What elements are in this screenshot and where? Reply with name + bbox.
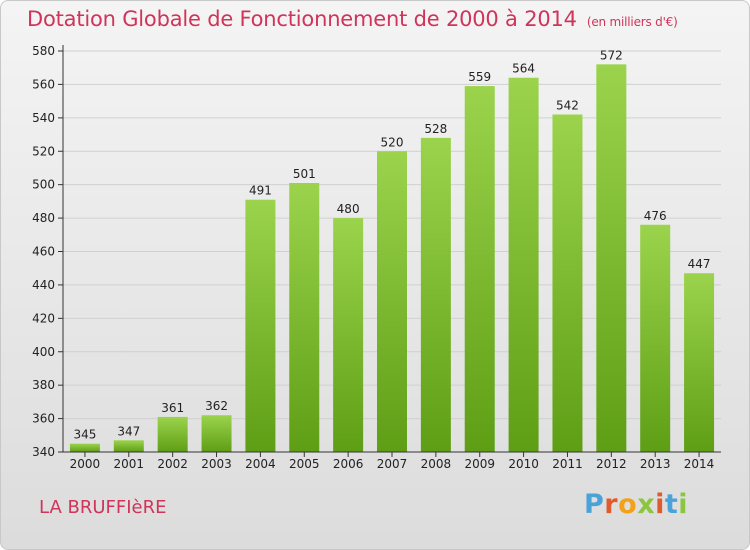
- x-tick-label-2010: 2010: [508, 457, 539, 471]
- y-tick-label: 480: [32, 211, 55, 225]
- x-tick-label-2012: 2012: [596, 457, 627, 471]
- value-labels: 345 347 361 362 491 501 480 520 528 559 564 542 572 4…: [73, 48, 710, 441]
- value-label-2003: 362: [205, 399, 228, 413]
- commune-name: LA BRUFFIèRE: [39, 497, 167, 518]
- bar-2004: [245, 199, 276, 452]
- logo-letter: t: [664, 489, 679, 520]
- chart-title-text: Dotation Globale de Fonctionnement de 20…: [27, 7, 577, 31]
- y-tick-label: 500: [32, 178, 55, 192]
- chart-title: Dotation Globale de Fonctionnement de 20…: [27, 7, 678, 31]
- y-tick-label: 400: [32, 345, 55, 359]
- value-label-2006: 480: [337, 202, 360, 216]
- proxiti-logo: Proxiti: [584, 489, 688, 520]
- value-label-2011: 542: [556, 98, 579, 112]
- logo-letter: P: [584, 489, 605, 520]
- bar-2014: [684, 273, 715, 452]
- value-label-2004: 491: [249, 184, 272, 198]
- bars: [69, 64, 715, 453]
- axes: 340 360 380 400 420 440 460 480 500 520 540 560 580 2…: [32, 44, 721, 471]
- y-tick-label: 520: [32, 144, 55, 158]
- y-tick-label: 460: [32, 245, 55, 259]
- logo-letter: i: [655, 489, 665, 520]
- logo-letter: i: [678, 489, 689, 520]
- y-tick-label: 440: [32, 278, 55, 292]
- bar-2008: [420, 137, 451, 452]
- x-tick-label-2000: 2000: [70, 457, 101, 471]
- bar-2003: [201, 415, 232, 452]
- x-tick-label-2003: 2003: [201, 457, 232, 471]
- value-label-2012: 572: [600, 48, 623, 62]
- value-label-2013: 476: [644, 209, 667, 223]
- x-tick-label-2007: 2007: [377, 457, 408, 471]
- bar-2012: [596, 64, 627, 452]
- bar-2000: [69, 443, 100, 452]
- y-tick-label: 560: [32, 77, 55, 91]
- value-label-2014: 447: [688, 257, 711, 271]
- value-label-2005: 501: [293, 167, 316, 181]
- bar-2011: [552, 114, 583, 452]
- value-label-2002: 361: [161, 401, 184, 415]
- bar-2002: [157, 416, 188, 452]
- value-label-2007: 520: [381, 135, 404, 149]
- bar-2007: [377, 151, 407, 452]
- value-label-2001: 347: [117, 424, 140, 438]
- x-tick-label-2004: 2004: [245, 457, 276, 471]
- y-tick-label: 580: [32, 44, 55, 58]
- y-tick-label: 540: [32, 111, 55, 125]
- x-tick-label-2011: 2011: [552, 457, 583, 471]
- value-label-2008: 528: [424, 122, 447, 136]
- bar-2001: [113, 440, 144, 452]
- bar-2005: [289, 182, 320, 452]
- logo-letter: o: [618, 489, 638, 520]
- bar-2009: [464, 86, 495, 453]
- bar-2010: [508, 77, 539, 452]
- bar-2006: [333, 218, 364, 452]
- x-tick-label-2008: 2008: [421, 457, 452, 471]
- x-tick-label-2014: 2014: [684, 457, 715, 471]
- value-label-2010: 564: [512, 62, 535, 76]
- y-tick-label: 360: [32, 412, 55, 426]
- logo-letter: r: [604, 489, 619, 520]
- x-tick-label-2001: 2001: [114, 457, 145, 471]
- x-tick-label-2005: 2005: [289, 457, 320, 471]
- y-tick-label: 340: [32, 445, 55, 459]
- value-label-2000: 345: [73, 428, 96, 442]
- x-tick-label-2009: 2009: [464, 457, 495, 471]
- x-tick-label-2002: 2002: [157, 457, 188, 471]
- x-tick-label-2013: 2013: [640, 457, 671, 471]
- y-tick-label: 380: [32, 378, 55, 392]
- value-label-2009: 559: [468, 70, 491, 84]
- chart-unit: (en milliers d'€): [586, 15, 678, 29]
- logo-letter: x: [637, 489, 656, 520]
- bar-2013: [640, 224, 671, 452]
- y-tick-label: 420: [32, 311, 55, 325]
- x-tick-label-2006: 2006: [333, 457, 364, 471]
